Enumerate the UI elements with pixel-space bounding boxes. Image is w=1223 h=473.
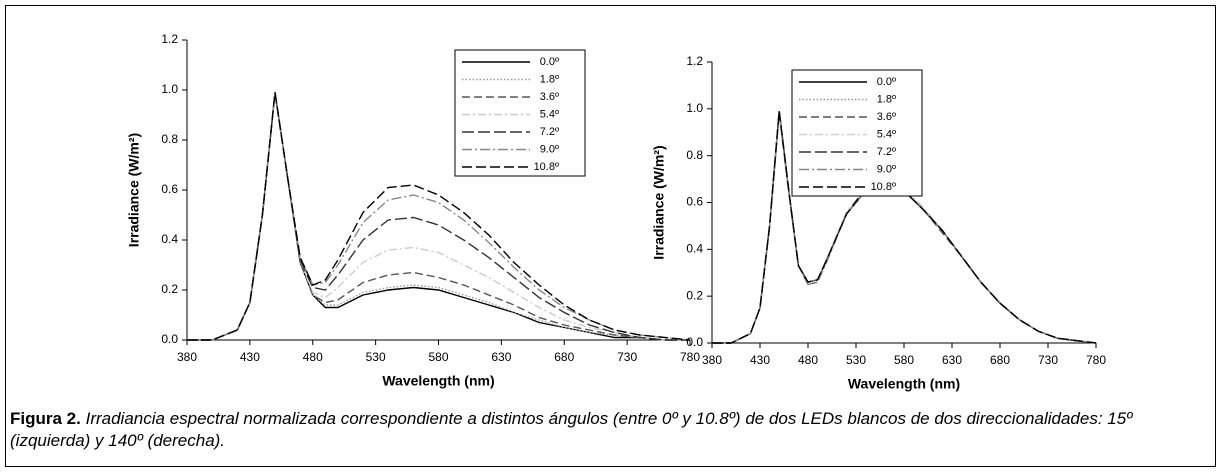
caption-text: Irradiancia espectral normalizada corres… bbox=[10, 409, 1133, 450]
y-tick-label: 1.2 bbox=[161, 32, 178, 46]
charts: 0.0 0.2 0.4 0.6 0.8 1.0 1.2 380 430 480 530 580 630 6… bbox=[126, 32, 1107, 392]
x-axis-label: Wavelength (nm) bbox=[382, 373, 494, 389]
y-tick-label: 1.0 bbox=[686, 101, 703, 115]
series-line bbox=[712, 113, 1097, 344]
legend-label: 0.0º bbox=[540, 56, 559, 68]
y-tick-label: 0.8 bbox=[686, 148, 703, 162]
legend-box bbox=[791, 69, 923, 197]
legend-label: 7.2º bbox=[877, 146, 896, 158]
x-tick-label: 480 bbox=[303, 350, 323, 364]
x-tick-label: 680 bbox=[554, 350, 574, 364]
legend-label: 5.4º bbox=[540, 108, 559, 120]
y-tick-label: 0.2 bbox=[161, 282, 178, 296]
x-tick-label: 580 bbox=[894, 353, 914, 367]
figure-frame bbox=[5, 5, 1216, 467]
legend-label: 0.0º bbox=[877, 76, 896, 88]
x-tick-label: 730 bbox=[1038, 353, 1058, 367]
x-tick-label: 630 bbox=[491, 350, 511, 364]
x-tick-label: 780 bbox=[1086, 353, 1106, 367]
y-tick-label: 1.2 bbox=[686, 54, 703, 68]
x-tick-label: 680 bbox=[990, 353, 1010, 367]
x-tick-label: 630 bbox=[942, 353, 962, 367]
y-tick-label: 0.6 bbox=[161, 182, 178, 196]
x-tick-label: 730 bbox=[617, 350, 637, 364]
y-tick-label: 0.2 bbox=[686, 288, 703, 302]
x-tick-label: 430 bbox=[240, 350, 260, 364]
y-tick-label: 0.0 bbox=[686, 335, 703, 349]
x-tick-label: 530 bbox=[846, 353, 866, 367]
series-line bbox=[187, 92, 691, 341]
legend-label: 10.8º bbox=[871, 181, 896, 193]
x-tick-label: 380 bbox=[177, 350, 197, 364]
legend-label: 10.8º bbox=[534, 161, 559, 173]
x-axis-label: Wavelength (nm) bbox=[848, 376, 960, 392]
caption-label: Figura 2. bbox=[10, 409, 81, 428]
y-tick-label: 1.0 bbox=[161, 82, 178, 96]
series-line bbox=[187, 92, 690, 341]
x-tick-label: 480 bbox=[798, 353, 818, 367]
legend-label: 1.8º bbox=[877, 93, 896, 105]
y-tick-label: 0.8 bbox=[161, 132, 178, 146]
y-axis-label: Irradiance (W/m²) bbox=[126, 133, 142, 247]
legend-label: 9.0º bbox=[877, 163, 896, 175]
x-tick-label: 380 bbox=[702, 353, 722, 367]
legend-label: 3.6º bbox=[877, 111, 896, 123]
series-line bbox=[187, 92, 690, 341]
y-tick-label: 0.0 bbox=[161, 332, 178, 346]
legend-box bbox=[454, 49, 586, 177]
y-tick-label: 0.4 bbox=[161, 232, 178, 246]
legend-label: 1.8º bbox=[540, 73, 559, 85]
legend-label: 7.2º bbox=[540, 126, 559, 138]
y-tick-label: 0.4 bbox=[686, 242, 703, 256]
legend-label: 5.4º bbox=[877, 128, 896, 140]
y-axis-label: Irradiance (W/m²) bbox=[651, 145, 667, 259]
x-tick-label: 430 bbox=[750, 353, 770, 367]
legend-label: 3.6º bbox=[540, 91, 559, 103]
x-tick-label: 530 bbox=[366, 350, 386, 364]
x-tick-label: 580 bbox=[428, 350, 448, 364]
legend-label: 9.0º bbox=[540, 143, 559, 155]
y-tick-label: 0.6 bbox=[686, 195, 703, 209]
x-tick-label: 780 bbox=[680, 350, 700, 364]
caption: Figura 2. Irradiancia espectral normaliz… bbox=[10, 408, 1215, 452]
